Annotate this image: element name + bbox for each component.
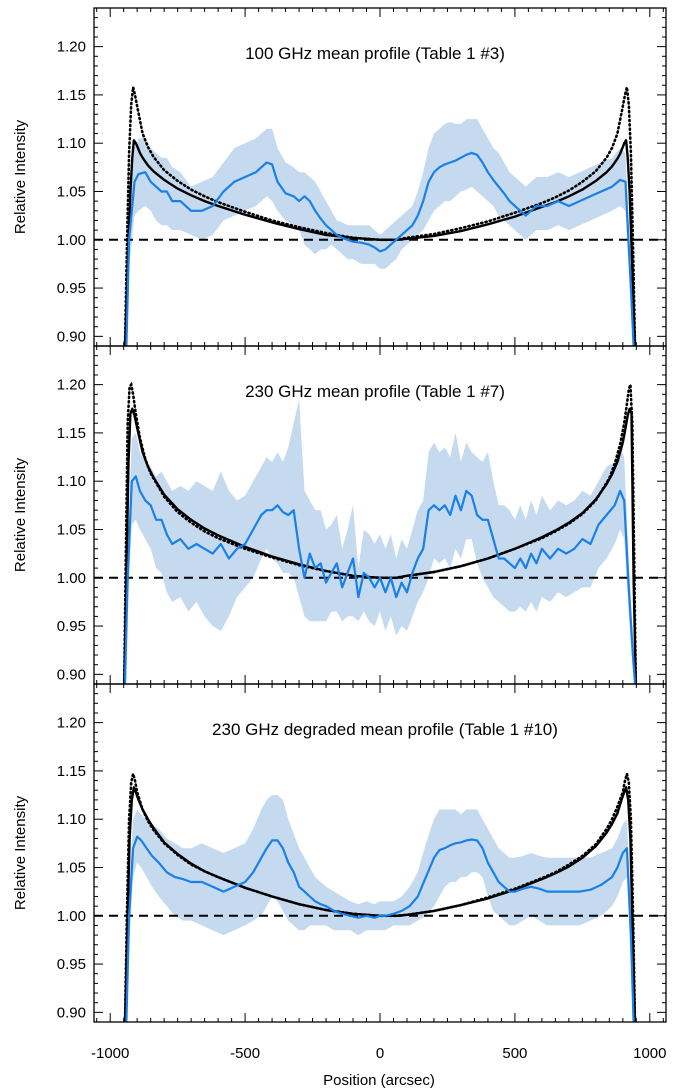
y-tick-label: 0.95 bbox=[57, 956, 86, 973]
x-tick-label: -1000 bbox=[91, 1045, 129, 1062]
panel-100ghz: 0.90 0.95 1.00 1.05 1.10 1.15 1.20 100 GHz mea… bbox=[12, 7, 667, 347]
y-tick-label: 1.00 bbox=[57, 232, 86, 249]
uncertainty-band bbox=[126, 795, 634, 1022]
y-axis-title: Relative Intensity bbox=[12, 119, 29, 234]
y-tick-label: 0.90 bbox=[57, 328, 86, 345]
panel-230ghz: 0.90 0.95 1.00 1.05 1.10 1.15 1.20 230 GHz mea… bbox=[12, 345, 667, 685]
model-solid-line bbox=[123, 139, 637, 346]
y-tick-label: 1.10 bbox=[57, 135, 86, 152]
panel-230ghz-degraded: 0.90 0.95 1.00 1.05 1.10 1.15 1.20 230 GHz deg… bbox=[12, 683, 667, 1023]
y-tick-label: 1.15 bbox=[57, 763, 86, 780]
y-axis-title: Relative Intensity bbox=[12, 795, 29, 910]
y-tick-label: 1.00 bbox=[57, 570, 86, 587]
y-tick-label: 0.90 bbox=[57, 1004, 86, 1021]
y-tick-label: 1.20 bbox=[57, 715, 86, 732]
observed-line bbox=[125, 151, 635, 346]
y-tick-label: 1.05 bbox=[57, 859, 86, 876]
panel-title: 100 GHz mean profile (Table 1 #3) bbox=[245, 44, 505, 63]
y-tick-label: 1.00 bbox=[57, 908, 86, 925]
y-tick-label: 1.15 bbox=[57, 87, 86, 104]
y-tick-label: 1.05 bbox=[57, 183, 86, 200]
panel-title: 230 GHz mean profile (Table 1 #7) bbox=[245, 382, 505, 401]
observed-line bbox=[123, 475, 637, 684]
y-tick-label: 1.05 bbox=[57, 521, 86, 538]
uncertainty-band bbox=[126, 119, 634, 346]
x-axis-title: Position (arcsec) bbox=[323, 1072, 435, 1089]
x-tick-label: 1000 bbox=[633, 1045, 666, 1062]
y-tick-label: 1.10 bbox=[57, 473, 86, 490]
observed-line bbox=[125, 835, 635, 1022]
x-axis-tick-labels: -1000 -500 0 500 1000 bbox=[91, 1045, 666, 1062]
x-tick-label: 0 bbox=[376, 1045, 384, 1062]
y-tick-label: 0.95 bbox=[57, 618, 86, 635]
y-tick-label: 0.90 bbox=[57, 666, 86, 683]
y-tick-label: 1.15 bbox=[57, 425, 86, 442]
x-tick-label: -500 bbox=[230, 1045, 260, 1062]
y-tick-label: 0.95 bbox=[57, 280, 86, 297]
model-solid-line bbox=[123, 407, 637, 684]
y-tick-label: 1.10 bbox=[57, 811, 86, 828]
panel-title: 230 GHz degraded mean profile (Table 1 #… bbox=[212, 720, 558, 739]
y-tick-label: 1.20 bbox=[57, 377, 86, 394]
x-tick-label: 500 bbox=[502, 1045, 527, 1062]
uncertainty-band bbox=[125, 399, 635, 684]
y-axis-title: Relative Intensity bbox=[12, 457, 29, 572]
y-tick-label: 1.20 bbox=[57, 39, 86, 56]
